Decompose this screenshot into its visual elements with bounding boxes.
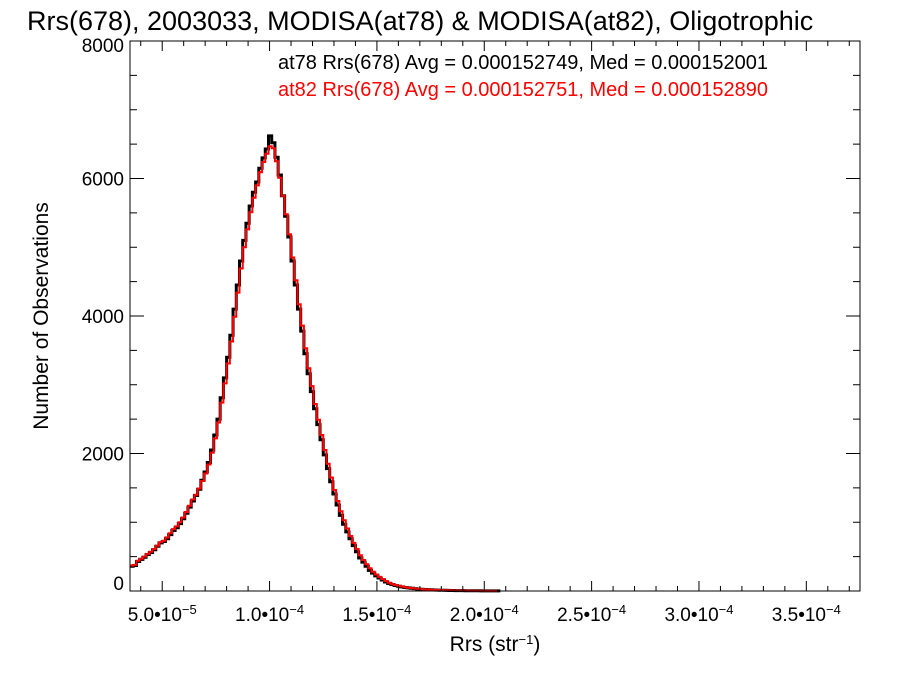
x-tick-label: 5.0•10−5: [128, 602, 197, 627]
series-line-at78: [130, 134, 501, 593]
x-tick-labels: 5.0•10−5 1.0•10−4 1.5•10−4 2.0•10−4 2.5•10−4…: [128, 602, 841, 627]
x-tick-label: 3.5•10−4: [772, 602, 841, 627]
y-tick-label: 8000: [82, 36, 124, 57]
chart-title: Rrs(678), 2003033, MODISA(at78) & MODISA…: [27, 6, 813, 36]
x-axis-label: Rrs (str−1): [450, 632, 541, 657]
y-axis-label: Number of Observations: [30, 202, 53, 430]
x-tick-label: 1.0•10−4: [235, 602, 304, 627]
ticks-layer: [130, 40, 860, 592]
x-tick-label: 2.0•10−4: [450, 602, 519, 627]
legend-entry-at78: at78 Rrs(678) Avg = 0.000152749, Med = 0…: [278, 52, 768, 74]
y-tick-label: 2000: [82, 445, 124, 466]
y-tick-label: 6000: [82, 170, 124, 191]
y-tick-labels: 0 2000 4000 6000 8000: [82, 36, 124, 595]
plot-frame: [129, 40, 861, 592]
y-tick-label: 0: [113, 574, 124, 595]
series-layer: [130, 134, 501, 593]
series-line-at82: [130, 145, 498, 592]
legend-entry-at82: at82 Rrs(678) Avg = 0.000152751, Med = 0…: [278, 79, 768, 101]
x-tick-label: 3.0•10−4: [664, 602, 733, 627]
y-tick-label: 4000: [82, 307, 124, 328]
x-tick-label: 2.5•10−4: [557, 602, 626, 627]
x-tick-label: 1.5•10−4: [342, 602, 411, 627]
